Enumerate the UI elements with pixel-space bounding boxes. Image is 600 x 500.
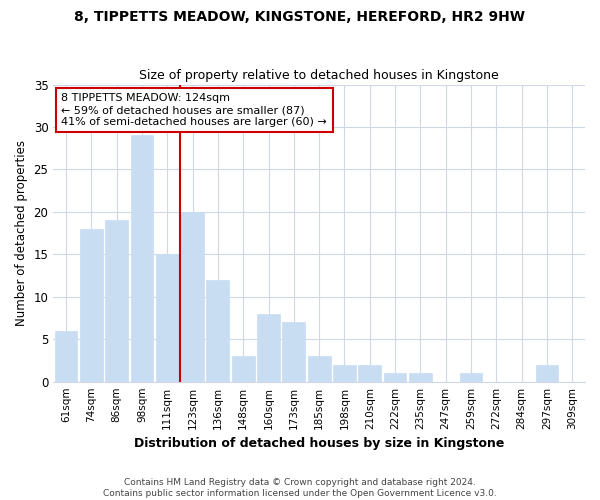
Bar [409,373,432,382]
Bar [232,356,254,382]
Text: 8, TIPPETTS MEADOW, KINGSTONE, HEREFORD, HR2 9HW: 8, TIPPETTS MEADOW, KINGSTONE, HEREFORD,… [74,10,526,24]
Bar [206,280,229,382]
Text: Contains HM Land Registry data © Crown copyright and database right 2024.
Contai: Contains HM Land Registry data © Crown c… [103,478,497,498]
Text: 8 TIPPETTS MEADOW: 124sqm
← 59% of detached houses are smaller (87)
41% of semi-: 8 TIPPETTS MEADOW: 124sqm ← 59% of detac… [61,94,327,126]
Bar [181,212,204,382]
Bar [308,356,331,382]
Title: Size of property relative to detached houses in Kingstone: Size of property relative to detached ho… [139,69,499,82]
Bar [283,322,305,382]
Bar [131,136,154,382]
Bar [460,373,482,382]
Bar [105,220,128,382]
Bar [156,254,179,382]
Bar [333,364,356,382]
X-axis label: Distribution of detached houses by size in Kingstone: Distribution of detached houses by size … [134,437,505,450]
Bar [80,229,103,382]
Bar [358,364,381,382]
Bar [257,314,280,382]
Bar [384,373,406,382]
Bar [536,364,559,382]
Y-axis label: Number of detached properties: Number of detached properties [15,140,28,326]
Bar [55,330,77,382]
